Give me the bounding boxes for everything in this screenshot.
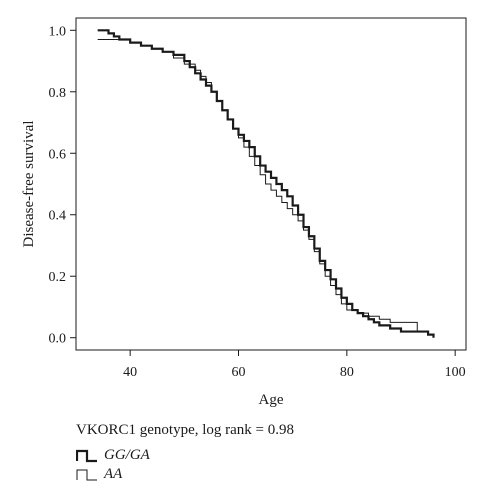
y-tick-label: 0.8 xyxy=(49,86,67,101)
x-tick-label: 80 xyxy=(340,365,354,380)
y-tick-label: 0.0 xyxy=(49,332,67,347)
legend-swatch-aa xyxy=(76,469,97,481)
survival-curves xyxy=(97,29,435,338)
plot-frame xyxy=(75,17,467,351)
legend-label-aa: AA xyxy=(104,465,123,482)
x-tick-label: 100 xyxy=(445,365,466,380)
x-axis: 40 60 80 100 xyxy=(123,350,466,380)
series-line-gg-ga xyxy=(97,29,435,338)
y-axis-label: Disease-free survival xyxy=(21,120,37,247)
legend-swatch-gg-ga xyxy=(76,449,97,463)
legend-label-gg-ga: GG/GA xyxy=(104,446,150,463)
legend-title: VKORC1 genotype, log rank = 0.98 xyxy=(76,422,295,438)
y-tick-label: 0.2 xyxy=(49,270,67,285)
legend-item-gg-ga: GG/GA xyxy=(76,446,150,464)
series-line-aa xyxy=(97,39,429,335)
y-tick-label: 0.6 xyxy=(49,147,67,162)
x-tick-label: 60 xyxy=(232,365,246,380)
legend-item-aa: AA xyxy=(76,465,122,483)
y-tick-label: 1.0 xyxy=(49,24,67,39)
x-axis-label: Age xyxy=(259,392,284,408)
survival-chart: 40 60 80 100 0.0 0.2 0.4 0.6 0.8 1.0 Age Disease… xyxy=(21,17,467,408)
y-axis: 0.0 0.2 0.4 0.6 0.8 1.0 xyxy=(49,24,76,347)
x-tick-label: 40 xyxy=(123,365,137,380)
y-tick-label: 0.4 xyxy=(49,209,67,224)
